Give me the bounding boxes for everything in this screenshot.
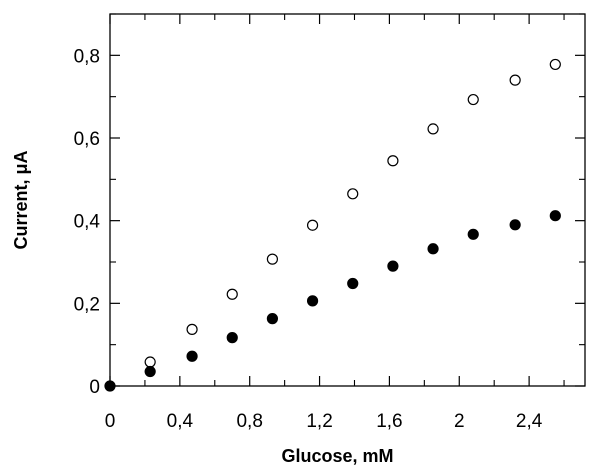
x-tick-label: 2	[454, 411, 465, 432]
y-tick-label: 0,6	[74, 129, 100, 150]
data-point-open	[427, 123, 439, 135]
data-point-open	[306, 219, 319, 231]
data-point-open	[266, 253, 279, 265]
data-point-open	[467, 93, 479, 106]
ticks-layer	[109, 13, 585, 387]
data-point-filled	[226, 332, 238, 344]
data-point-filled	[144, 365, 156, 378]
data-point-filled	[549, 210, 561, 222]
data-point-filled	[427, 243, 439, 255]
y-tick-label: 0,4	[74, 212, 101, 233]
data-point-open	[387, 155, 399, 167]
x-tick-label: 2,4	[516, 411, 543, 432]
data-point-open	[144, 356, 156, 368]
data-point-open	[347, 188, 359, 200]
data-point-open	[186, 323, 198, 335]
data-point-filled	[186, 350, 198, 362]
y-tick-label: 0,8	[74, 46, 100, 67]
points-layer	[104, 58, 561, 392]
data-point-filled	[467, 228, 479, 240]
data-point-filled	[266, 313, 279, 325]
data-point-filled	[306, 295, 319, 307]
y-tick-label: 0,2	[74, 294, 100, 315]
y-tick-label: 0	[89, 377, 100, 398]
x-tick-label: 0	[105, 411, 116, 432]
x-tick-label: 0,4	[167, 411, 194, 432]
data-point-filled	[387, 260, 399, 272]
data-point-filled	[347, 277, 359, 290]
data-point-filled	[509, 219, 521, 231]
x-tick-label: 1,2	[306, 411, 332, 432]
data-point-open	[549, 58, 561, 71]
x-axis-title: Glucose, mM	[281, 446, 393, 466]
plot-frame	[109, 13, 586, 387]
tick-labels-layer: 0 0,4 0,8 1,2 1,6 2 2,4 0 0,2 0,4 0,6 0,8	[74, 46, 543, 432]
data-point-filled	[104, 380, 116, 392]
x-tick-label: 0,8	[236, 411, 262, 432]
x-tick-label: 1,6	[376, 411, 402, 432]
data-point-open	[226, 288, 238, 300]
data-point-open	[509, 74, 521, 86]
y-axis-title: Current, μA	[11, 150, 31, 249]
